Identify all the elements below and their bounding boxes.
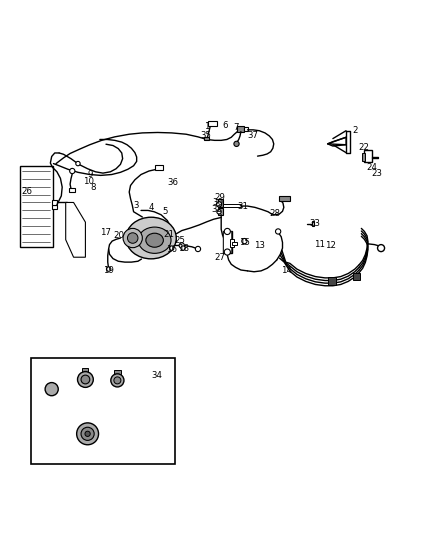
Ellipse shape [126, 217, 176, 259]
Text: 4: 4 [148, 203, 154, 212]
Text: 9: 9 [87, 170, 92, 179]
Circle shape [378, 245, 385, 252]
Text: 7: 7 [234, 123, 239, 132]
Text: 28: 28 [269, 209, 281, 219]
Circle shape [81, 427, 94, 440]
Bar [31, 359, 175, 464]
Text: 12: 12 [325, 241, 336, 250]
Circle shape [216, 201, 222, 207]
Bar [223, 204, 241, 207]
Bar [218, 199, 223, 207]
Circle shape [217, 209, 221, 214]
Circle shape [224, 249, 230, 255]
Circle shape [179, 243, 184, 248]
Text: 10: 10 [83, 176, 94, 185]
Bar [69, 188, 75, 192]
Text: 26: 26 [21, 187, 33, 196]
Circle shape [77, 423, 99, 445]
Text: 15: 15 [239, 238, 250, 247]
Text: 22: 22 [358, 143, 369, 152]
Bar [244, 127, 248, 131]
Text: 19: 19 [103, 266, 114, 276]
Text: 1: 1 [204, 122, 209, 131]
Text: 2: 2 [352, 126, 357, 135]
Circle shape [127, 233, 138, 243]
Circle shape [195, 246, 201, 252]
Bar [232, 242, 237, 246]
Bar [204, 137, 209, 140]
Text: 8: 8 [91, 183, 96, 192]
Bar [52, 205, 57, 209]
Circle shape [123, 229, 142, 248]
Text: 11: 11 [314, 240, 325, 249]
Circle shape [224, 229, 230, 235]
Bar [47, 388, 56, 393]
Text: 24: 24 [366, 164, 377, 173]
Circle shape [81, 375, 90, 384]
Bar [353, 273, 360, 280]
Bar [230, 239, 234, 247]
Text: 5: 5 [163, 207, 168, 216]
Circle shape [181, 246, 185, 251]
Bar [279, 197, 290, 201]
Circle shape [114, 377, 121, 384]
Text: 20: 20 [113, 231, 125, 240]
Text: 17: 17 [99, 228, 111, 237]
Circle shape [111, 374, 124, 387]
Circle shape [45, 383, 58, 395]
Ellipse shape [138, 227, 171, 253]
Text: 34: 34 [151, 370, 162, 379]
Text: 14: 14 [281, 265, 293, 274]
Bar [218, 208, 223, 215]
Text: 27: 27 [214, 253, 226, 262]
Bar [155, 165, 163, 170]
Text: 31: 31 [237, 201, 249, 211]
Text: 25: 25 [174, 236, 185, 245]
Text: 29: 29 [215, 193, 225, 202]
Circle shape [78, 372, 93, 387]
Bar [52, 200, 57, 205]
Bar [81, 437, 94, 442]
Text: 16: 16 [166, 245, 177, 254]
Ellipse shape [146, 233, 163, 247]
Circle shape [106, 267, 111, 271]
Bar [237, 126, 244, 132]
Bar [114, 370, 121, 374]
Circle shape [170, 246, 174, 251]
Text: 21: 21 [163, 230, 174, 239]
Bar [82, 368, 88, 373]
Bar [223, 231, 231, 253]
Polygon shape [66, 203, 85, 257]
Bar [223, 231, 232, 253]
Circle shape [85, 431, 90, 437]
Text: 18: 18 [177, 245, 189, 254]
Text: 36: 36 [167, 178, 179, 187]
Bar [328, 277, 336, 285]
Polygon shape [328, 138, 346, 145]
Bar [312, 221, 314, 226]
Circle shape [234, 141, 239, 147]
Bar [362, 152, 365, 160]
Text: 35: 35 [200, 131, 212, 140]
Circle shape [242, 238, 247, 244]
Text: 37: 37 [247, 132, 259, 141]
Text: 23: 23 [371, 169, 382, 178]
Bar [20, 166, 53, 247]
Text: 13: 13 [254, 241, 265, 250]
Circle shape [276, 229, 281, 234]
Text: 6: 6 [223, 121, 228, 130]
Bar [364, 150, 372, 162]
Bar [208, 121, 217, 126]
Circle shape [70, 168, 75, 174]
Text: 32: 32 [211, 205, 223, 214]
Text: 3: 3 [133, 201, 138, 209]
Circle shape [76, 161, 80, 166]
Text: 30: 30 [212, 198, 224, 207]
Text: 33: 33 [309, 219, 320, 228]
